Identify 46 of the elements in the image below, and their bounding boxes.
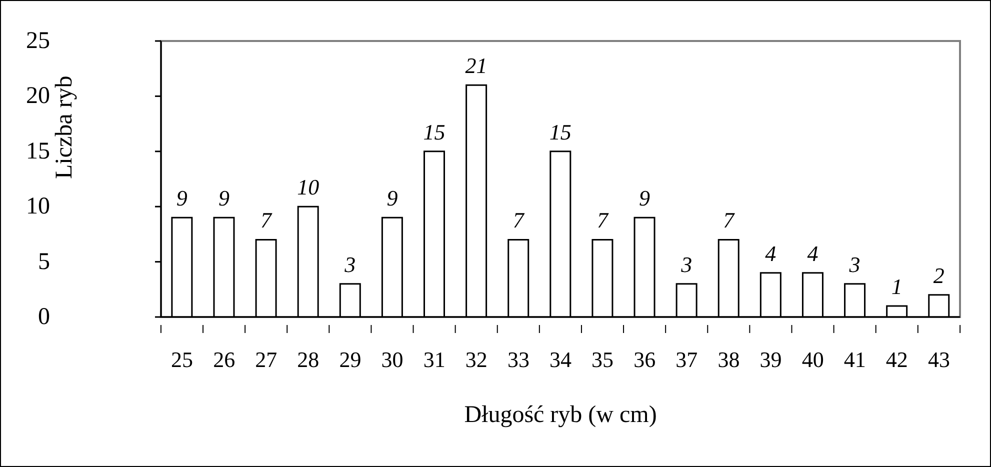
data-label: 3 xyxy=(344,252,356,277)
x-tick-label: 36 xyxy=(634,347,656,372)
y-tick-label: 25 xyxy=(26,28,50,54)
x-tick-label: 29 xyxy=(339,347,362,372)
y-tick-label: 20 xyxy=(26,83,50,110)
data-label: 7 xyxy=(512,208,525,233)
y-tick-label: 10 xyxy=(26,194,50,220)
x-tick-label: 30 xyxy=(381,347,404,372)
x-tick-label: 28 xyxy=(297,347,320,372)
x-tick-label: 33 xyxy=(507,347,530,372)
x-tick-label: 25 xyxy=(171,347,194,372)
x-tick-label: 43 xyxy=(928,347,950,372)
data-label: 9 xyxy=(218,186,230,211)
data-label: 7 xyxy=(723,208,736,233)
y-axis-title: Liczba ryb xyxy=(52,76,78,179)
data-label: 10 xyxy=(297,174,320,200)
y-tick-label: 0 xyxy=(38,304,50,330)
x-axis-title: Długość ryb (w cm) xyxy=(464,402,657,428)
y-tick-label: 5 xyxy=(38,248,50,275)
x-tick-label: 39 xyxy=(760,347,782,372)
x-tick-label: 34 xyxy=(550,347,572,372)
data-label: 7 xyxy=(260,208,273,233)
data-label: 9 xyxy=(639,186,650,211)
x-tick-label: 27 xyxy=(255,347,278,372)
data-label: 7 xyxy=(596,208,609,233)
y-tick-label: 15 xyxy=(26,138,50,164)
data-label: 15 xyxy=(423,119,446,144)
data-label: 15 xyxy=(549,119,572,144)
data-label: 3 xyxy=(848,252,860,277)
x-tick-label: 38 xyxy=(718,347,740,372)
data-label: 3 xyxy=(680,252,692,277)
x-tick-label: 35 xyxy=(592,347,614,372)
x-tick-label: 40 xyxy=(802,347,824,372)
x-tick-label: 31 xyxy=(423,347,446,372)
data-label: 1 xyxy=(891,274,902,299)
x-tick-label: 37 xyxy=(676,347,698,372)
x-tick-label: 32 xyxy=(465,347,488,372)
x-tick-label: 42 xyxy=(886,347,908,372)
data-label: 9 xyxy=(386,186,398,211)
data-label: 9 xyxy=(176,186,188,211)
data-label: 4 xyxy=(765,240,776,266)
x-tick-label: 41 xyxy=(844,347,866,372)
data-label: 4 xyxy=(807,240,818,266)
x-tick-label: 26 xyxy=(213,347,236,372)
data-label: 21 xyxy=(465,53,488,78)
data-label: 2 xyxy=(933,262,944,288)
